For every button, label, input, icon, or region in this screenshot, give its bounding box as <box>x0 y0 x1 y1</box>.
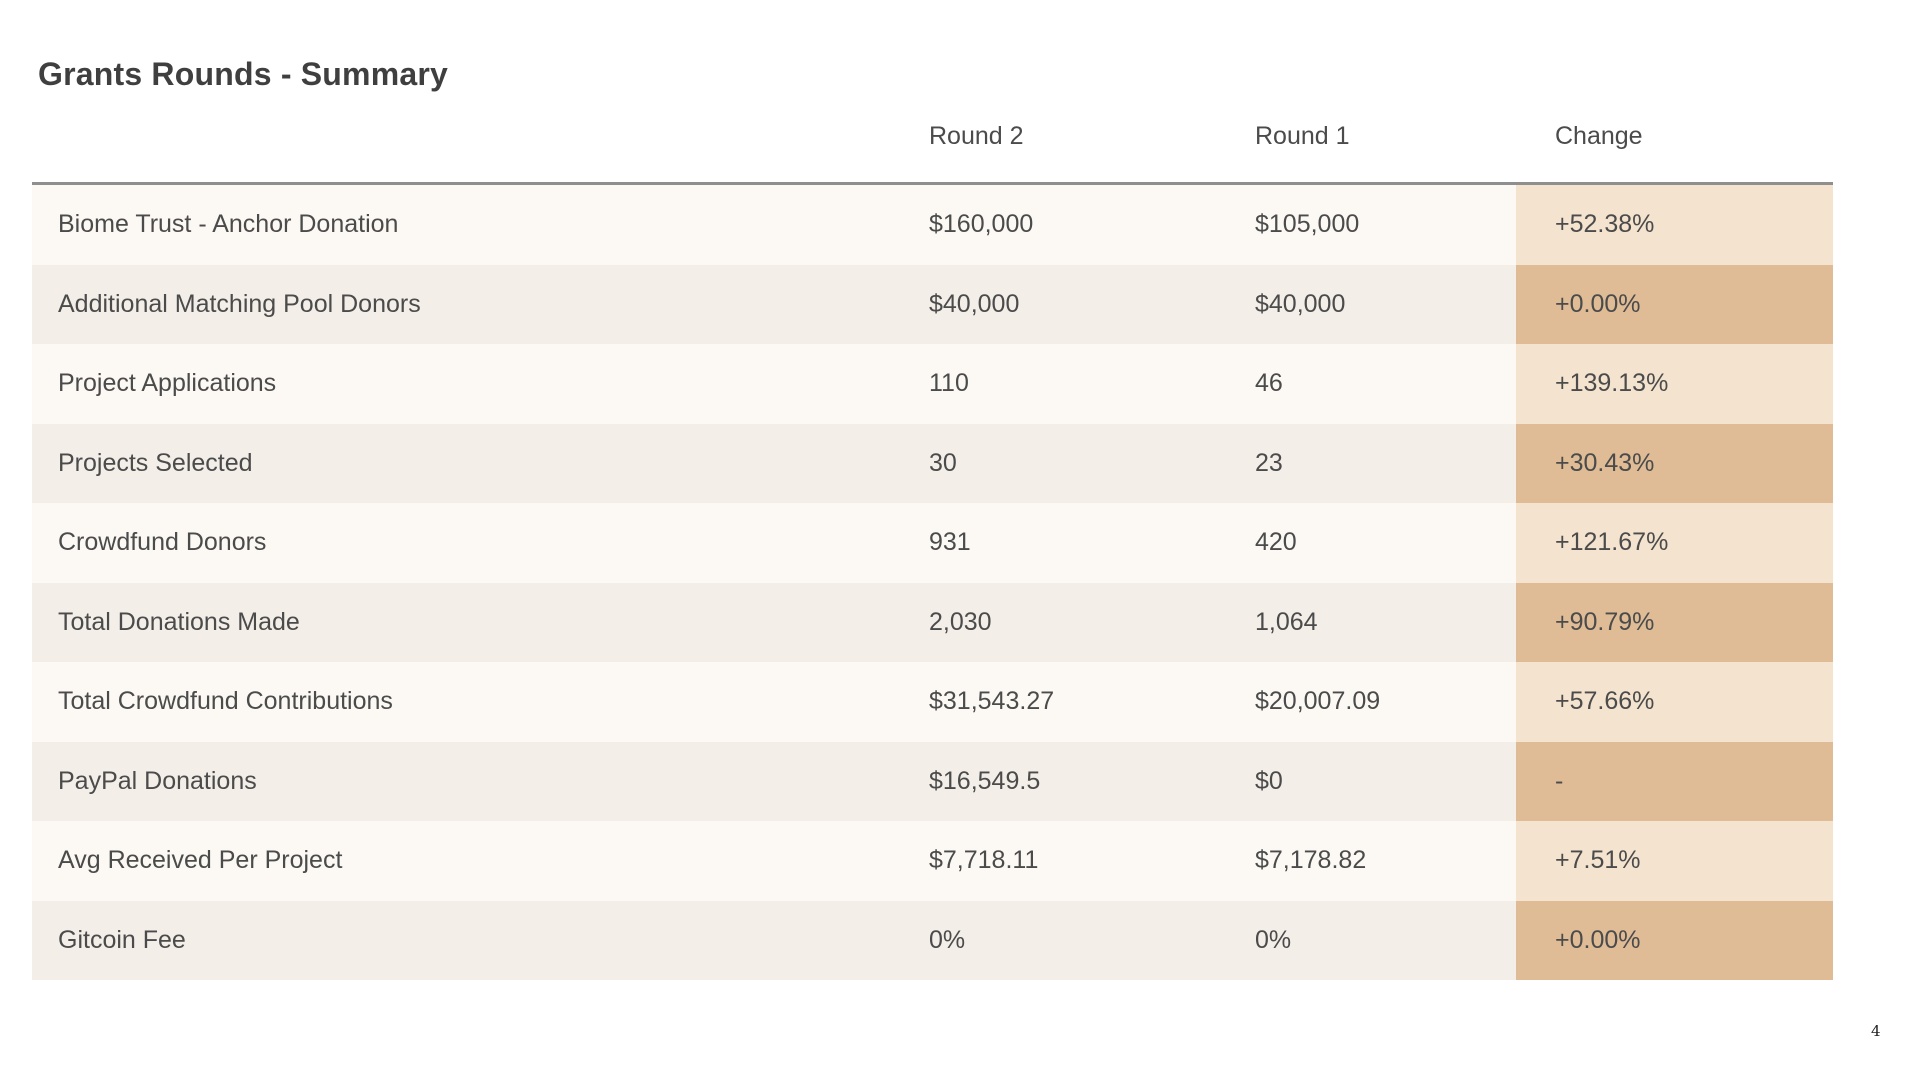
table-row: Gitcoin Fee 0% 0% +0.00% <box>32 900 1833 980</box>
round-2-cell: 2,030 <box>929 607 992 636</box>
round-1-cell: $105,000 <box>1255 210 1360 239</box>
metric-cell: Total Crowdfund Contributions <box>58 687 393 716</box>
page-title: Grants Rounds - Summary <box>38 56 449 92</box>
round-1-cell: $0 <box>1255 766 1283 795</box>
metric-cell: Projects Selected <box>58 448 253 477</box>
change-cell: +139.13% <box>1516 344 1833 424</box>
change-cell: +30.43% <box>1516 423 1833 503</box>
round-1-cell: 0% <box>1255 925 1292 954</box>
change-cell: +7.51% <box>1516 821 1833 901</box>
round-2-cell: 30 <box>929 448 957 477</box>
metric-cell: Avg Received Per Project <box>58 846 343 875</box>
table-row: Projects Selected 30 23 +30.43% <box>32 423 1833 503</box>
change-cell: +57.66% <box>1516 662 1833 742</box>
summary-table: Round 2 Round 1 Change Biome Trust - Anc… <box>32 100 1833 980</box>
round-2-cell: $31,543.27 <box>929 687 1055 716</box>
change-cell: +90.79% <box>1516 582 1833 662</box>
table-row: Total Crowdfund Contributions $31,543.27… <box>32 662 1833 742</box>
round-2-cell: $7,718.11 <box>929 846 1039 875</box>
round-2-cell: $16,549.5 <box>929 766 1041 795</box>
page-number: 4 <box>1871 1022 1881 1040</box>
round-1-cell: 420 <box>1255 528 1297 557</box>
round-2-cell: $40,000 <box>929 289 1020 318</box>
metric-cell: Project Applications <box>58 369 277 398</box>
change-cell: +0.00% <box>1516 264 1833 344</box>
metric-cell: Biome Trust - Anchor Donation <box>58 210 399 239</box>
metric-cell: Total Donations Made <box>58 607 300 636</box>
change-cell: - <box>1516 741 1833 821</box>
round-1-cell: $7,178.82 <box>1255 846 1367 875</box>
table-row: Biome Trust - Anchor Donation $160,000 $… <box>32 185 1833 265</box>
metric-cell: Crowdfund Donors <box>58 528 267 557</box>
column-header-round-1: Round 1 <box>1255 121 1350 150</box>
table-row: Project Applications 110 46 +139.13% <box>32 344 1833 424</box>
round-1-cell: 1,064 <box>1255 607 1318 636</box>
round-1-cell: $20,007.09 <box>1255 687 1381 716</box>
round-1-cell: 46 <box>1255 369 1283 398</box>
table-row: Additional Matching Pool Donors $40,000 … <box>32 264 1833 344</box>
column-header-metric <box>32 100 897 182</box>
metric-cell: Additional Matching Pool Donors <box>58 289 421 318</box>
change-cell: +52.38% <box>1516 185 1833 265</box>
table-body: Biome Trust - Anchor Donation $160,000 $… <box>32 185 1833 980</box>
table-row: Crowdfund Donors 931 420 +121.67% <box>32 503 1833 583</box>
change-cell: +121.67% <box>1516 503 1833 583</box>
round-2-cell: 110 <box>929 369 969 398</box>
column-header-change: Change <box>1555 121 1643 150</box>
table-row: Avg Received Per Project $7,718.11 $7,17… <box>32 821 1833 901</box>
table-row: Total Donations Made 2,030 1,064 +90.79% <box>32 582 1833 662</box>
round-2-cell: 0% <box>929 925 966 954</box>
round-2-cell: 931 <box>929 528 971 557</box>
column-header-round-2: Round 2 <box>929 121 1024 150</box>
change-cell: +0.00% <box>1516 900 1833 980</box>
metric-cell: PayPal Donations <box>58 766 257 795</box>
round-1-cell: 23 <box>1255 448 1283 477</box>
metric-cell: Gitcoin Fee <box>58 925 186 954</box>
round-1-cell: $40,000 <box>1255 289 1346 318</box>
table-header-row: Round 2 Round 1 Change <box>32 100 1833 185</box>
table-row: PayPal Donations $16,549.5 $0 - <box>32 741 1833 821</box>
round-2-cell: $160,000 <box>929 210 1034 239</box>
